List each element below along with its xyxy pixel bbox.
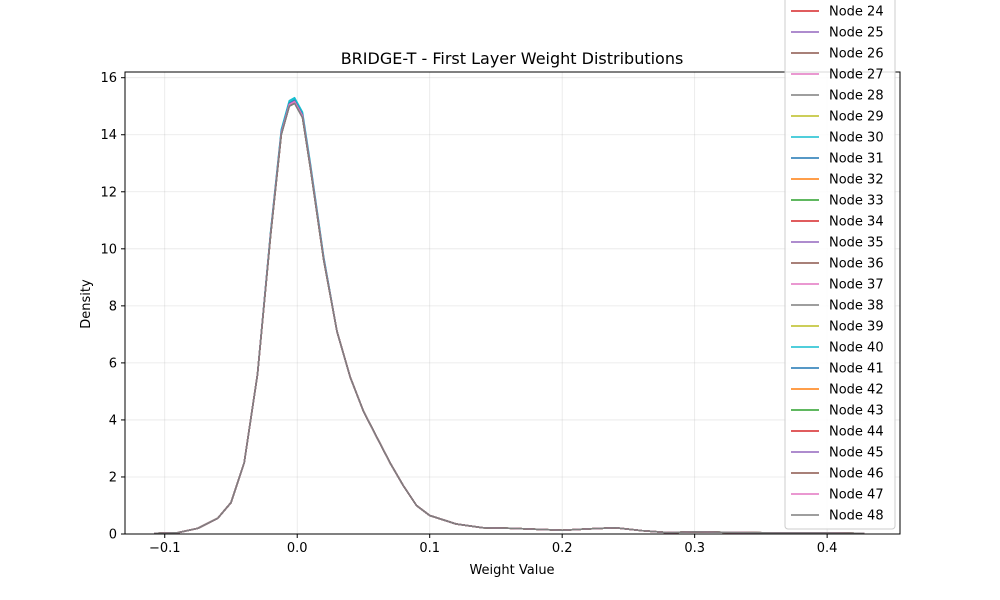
y-tick-label: 0 — [109, 528, 117, 543]
legend: Node 24 Node 25 Node 26 Node 27 Node 28 Node … — [784, 0, 896, 530]
y-tick-label: 4 — [109, 413, 117, 428]
legend-label: Node 40 — [829, 341, 884, 356]
legend-label: Node 31 — [829, 152, 884, 167]
y-axis-ticks: 0 2 4 6 8 10 12 14 16 — [100, 71, 125, 543]
y-tick-label: 8 — [109, 299, 117, 314]
legend-label: Node 42 — [829, 383, 884, 398]
y-tick-label: 12 — [100, 185, 117, 200]
legend-label: Node 41 — [829, 362, 884, 377]
x-tick-label: −0.1 — [149, 541, 181, 556]
y-tick-label: 6 — [109, 356, 117, 371]
legend-label: Node 44 — [829, 425, 884, 440]
legend-label: Node 38 — [829, 299, 884, 314]
x-axis-label: Weight Value — [469, 563, 554, 578]
legend-label: Node 24 — [829, 5, 884, 20]
legend-box — [784, 0, 896, 530]
legend-label: Node 27 — [829, 68, 884, 83]
legend-label: Node 45 — [829, 446, 884, 461]
legend-label: Node 30 — [829, 131, 884, 146]
legend-label: Node 36 — [829, 257, 884, 272]
grid — [125, 72, 900, 535]
legend-label: Node 29 — [829, 110, 884, 125]
legend-label: Node 47 — [829, 488, 884, 503]
legend-label: Node 43 — [829, 404, 884, 419]
y-tick-label: 10 — [100, 242, 117, 257]
legend-label: Node 35 — [829, 236, 884, 251]
legend-label: Node 28 — [829, 89, 884, 104]
legend-label: Node 25 — [829, 26, 884, 41]
x-tick-label: 0.4 — [817, 541, 838, 556]
legend-label: Node 33 — [829, 194, 884, 209]
y-tick-label: 14 — [100, 128, 117, 143]
legend-label: Node 48 — [829, 509, 884, 524]
x-tick-label: 0.2 — [552, 541, 573, 556]
legend-label: Node 34 — [829, 215, 884, 230]
y-tick-label: 16 — [100, 71, 117, 86]
x-tick-label: 0.0 — [287, 541, 308, 556]
y-tick-label: 2 — [109, 470, 117, 485]
x-tick-label: 0.1 — [419, 541, 440, 556]
plot-frame — [124, 71, 901, 535]
x-tick-label: 0.3 — [684, 541, 705, 556]
y-axis-label: Density — [79, 279, 94, 329]
legend-label: Node 46 — [829, 467, 884, 482]
x-axis-ticks: −0.1 0.0 0.1 0.2 0.3 0.4 — [149, 534, 838, 556]
legend-label: Node 39 — [829, 320, 884, 335]
legend-label: Node 37 — [829, 278, 884, 293]
chart-title: BRIDGE-T - First Layer Weight Distributi… — [341, 49, 684, 68]
series-lines — [154, 96, 865, 535]
legend-label: Node 26 — [829, 47, 884, 62]
series-line-node-48 — [154, 102, 865, 535]
legend-label: Node 32 — [829, 173, 884, 188]
